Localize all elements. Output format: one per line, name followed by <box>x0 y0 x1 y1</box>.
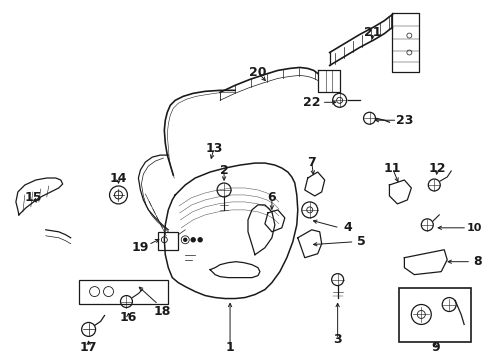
Circle shape <box>183 238 186 241</box>
Text: 16: 16 <box>120 311 137 324</box>
Text: 1: 1 <box>225 341 234 354</box>
Text: 9: 9 <box>430 341 439 354</box>
Text: 13: 13 <box>205 141 223 155</box>
Circle shape <box>198 238 202 242</box>
Text: 14: 14 <box>109 171 127 185</box>
Text: 18: 18 <box>153 305 171 318</box>
Text: 20: 20 <box>249 66 266 79</box>
Bar <box>79 280 168 303</box>
Bar <box>399 288 470 342</box>
Text: 10: 10 <box>466 223 481 233</box>
Text: 8: 8 <box>472 255 480 268</box>
Text: 15: 15 <box>24 192 41 204</box>
Text: 12: 12 <box>427 162 445 175</box>
Text: 5: 5 <box>356 235 365 248</box>
Text: 19: 19 <box>131 241 149 254</box>
Text: 23: 23 <box>395 114 412 127</box>
Text: 2: 2 <box>219 163 228 176</box>
Text: 17: 17 <box>80 341 97 354</box>
Circle shape <box>191 238 195 242</box>
Text: 4: 4 <box>343 221 351 234</box>
Text: 21: 21 <box>363 26 381 39</box>
Text: 3: 3 <box>333 333 341 346</box>
Text: 6: 6 <box>267 192 276 204</box>
Text: 22: 22 <box>303 96 320 109</box>
Bar <box>158 232 178 250</box>
Text: 7: 7 <box>307 156 315 168</box>
Text: 11: 11 <box>383 162 400 175</box>
